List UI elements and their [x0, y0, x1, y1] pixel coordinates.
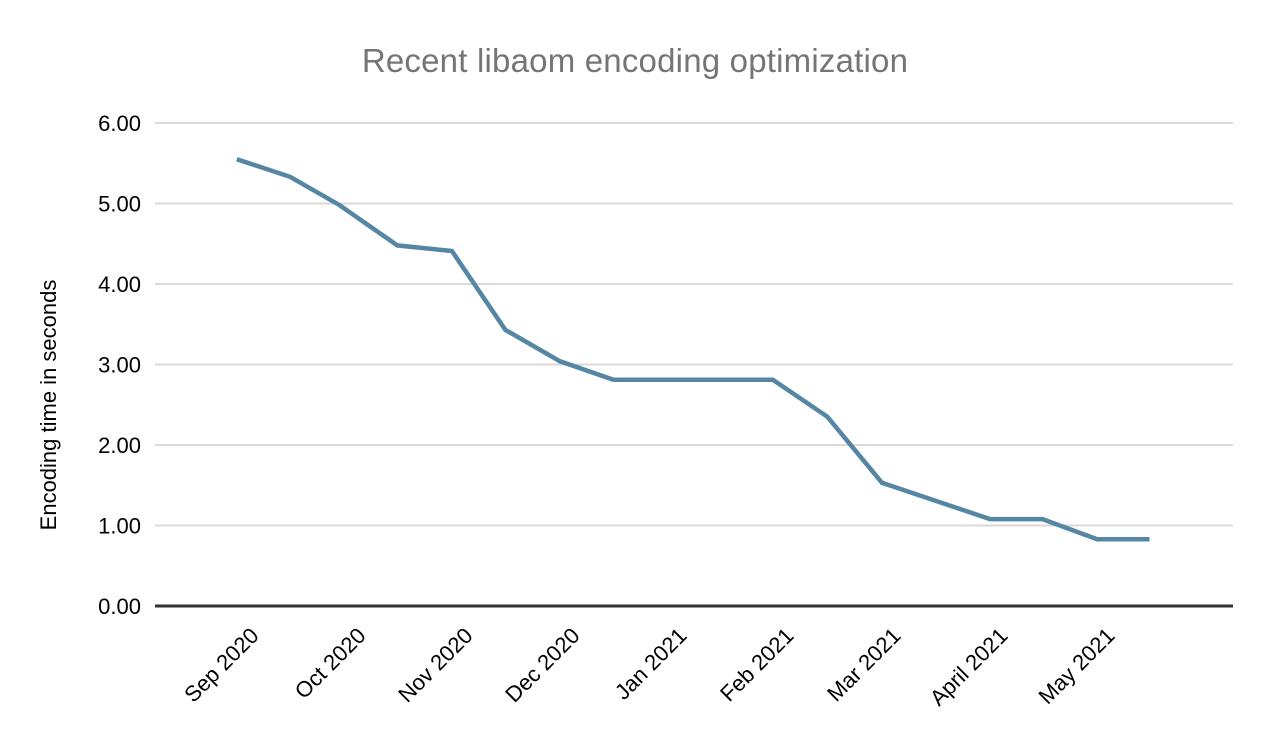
y-tick-label: 2.00: [98, 433, 141, 458]
y-tick-label: 1.00: [98, 514, 141, 539]
x-tick-label: May 2021: [1034, 623, 1120, 709]
y-tick-label: 5.00: [98, 192, 141, 217]
x-tick-label: Dec 2020: [500, 623, 584, 707]
x-tick-label: Oct 2020: [290, 623, 371, 704]
y-tick-label: 6.00: [98, 111, 141, 136]
series-line: [236, 157, 1150, 542]
x-tick-label: Jan 2021: [610, 623, 692, 705]
x-tick-label: Mar 2021: [822, 623, 905, 706]
x-tick-label: Feb 2021: [715, 623, 798, 706]
x-tick-label: Sep 2020: [179, 623, 263, 707]
chart-title: Recent libaom encoding optimization: [361, 42, 909, 79]
x-tick-label: Nov 2020: [393, 623, 477, 707]
y-tick-label: 3.00: [98, 353, 141, 378]
y-axis-title: Encoding time in seconds: [36, 280, 61, 531]
y-tick-label: 0.00: [98, 594, 141, 619]
y-tick-label: 4.00: [98, 272, 141, 297]
x-tick-label: April 2021: [925, 623, 1013, 711]
